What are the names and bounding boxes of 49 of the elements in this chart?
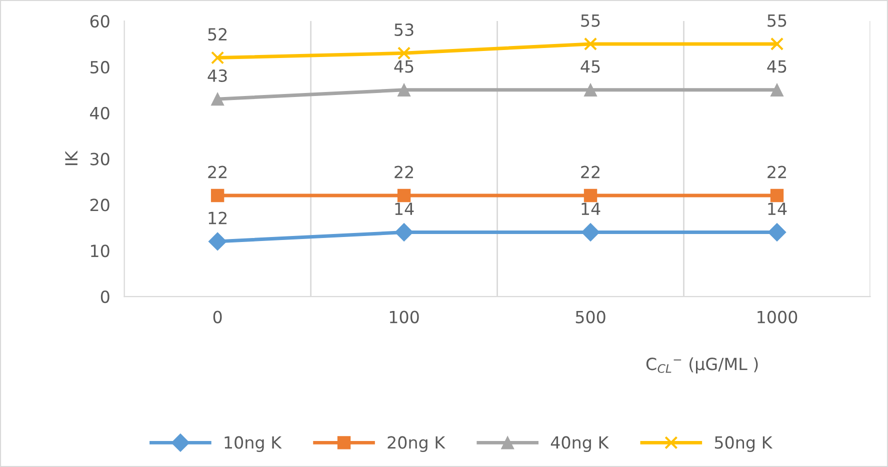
point (584, 83, 598, 96)
point (397, 188, 411, 202)
point (770, 83, 784, 96)
y-tick-label: 30 (90, 152, 110, 166)
data-label: 55 (581, 14, 600, 27)
data-label: 43 (208, 69, 227, 82)
y-tick-label: 60 (90, 14, 110, 28)
data-label: 45 (394, 60, 414, 73)
x-tick-label: 500 (576, 310, 606, 324)
data-label: 12 (208, 212, 226, 224)
data-label: 14 (582, 202, 600, 215)
data-label: 22 (768, 166, 786, 178)
point (397, 83, 411, 96)
y-tick-label: 40 (90, 106, 110, 120)
legend-label: 20ng K (388, 436, 446, 452)
data-label: 53 (394, 23, 414, 36)
legend-label: 50ng K (714, 436, 773, 452)
y-axis-title: IK (65, 150, 78, 166)
legend-label: 10ng K (224, 436, 282, 452)
data-label: 22 (581, 166, 600, 178)
data-label: 45 (580, 60, 600, 73)
point (581, 223, 600, 242)
point (210, 92, 224, 106)
data-label: 22 (208, 166, 226, 178)
y-tick-label: 20 (90, 198, 110, 212)
x-tick-label: 1000 (758, 310, 798, 324)
data-label: 14 (395, 202, 414, 215)
point (584, 37, 598, 51)
point (770, 37, 784, 51)
y-tick-label: 10 (91, 244, 110, 258)
point (208, 232, 227, 251)
point (584, 188, 598, 202)
point (770, 188, 784, 202)
point (210, 51, 224, 64)
point (394, 223, 414, 242)
data-label: 45 (767, 60, 786, 73)
data-label: 52 (208, 28, 226, 41)
point (397, 46, 411, 60)
x-tick-label: 0 (213, 310, 222, 324)
point (210, 188, 224, 202)
x-axis-title: C$_{CL}$$^{−}$ (μG/ML ) (646, 357, 758, 374)
data-label: 14 (768, 202, 787, 215)
x-tick-label: 100 (390, 310, 419, 324)
point (768, 223, 786, 242)
data-label: 22 (394, 166, 413, 178)
y-tick-label: 50 (90, 60, 110, 74)
legend-label: 40ng K (550, 436, 610, 452)
data-label: 55 (768, 14, 786, 27)
y-tick-label: 0 (100, 290, 110, 304)
